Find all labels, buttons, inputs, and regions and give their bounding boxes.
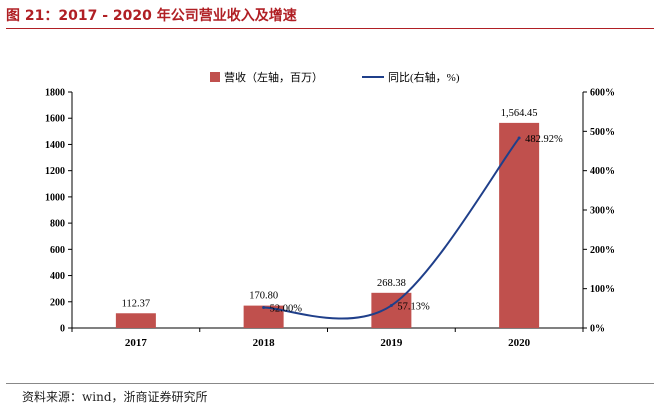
revenue-bar-label: 1,564.45 [501, 108, 538, 119]
left-tick-label: 1000 [45, 192, 65, 203]
growth-point [389, 304, 393, 308]
left-tick-label: 200 [50, 297, 65, 308]
growth-point-label: 52.00% [270, 304, 303, 315]
legend-label-growth: 同比(右轴，%) [388, 70, 460, 84]
growth-point [517, 136, 521, 140]
right-tick-label: 200% [590, 245, 615, 256]
left-tick-label: 1600 [45, 114, 65, 125]
growth-line-layer [262, 136, 521, 320]
left-tick-label: 1400 [45, 140, 65, 151]
x-tick-label: 2017 [125, 337, 148, 349]
figure-title: 图 21：2017 - 2020 年公司营业收入及增速 [6, 8, 297, 24]
growth-point-label: 482.92% [525, 134, 563, 145]
legend: 营收（左轴，百万） 同比(右轴，%) [210, 70, 460, 84]
revenue-bar [243, 305, 284, 328]
x-tick-label: 2019 [380, 337, 403, 349]
legend-swatch-revenue [210, 72, 220, 82]
right-tick-label: 0% [590, 324, 605, 335]
left-tick-label: 1200 [45, 166, 65, 177]
revenue-bar-label: 170.80 [249, 291, 278, 302]
left-tick-label: 400 [50, 271, 65, 282]
left-tick-label: 800 [50, 219, 65, 230]
growth-point [262, 306, 266, 310]
axes-layer: 0 200 400 600 800 1000 1200 1400 1600 1800 0% 100% 2… [45, 88, 615, 350]
revenue-bar [499, 122, 540, 328]
right-tick-label: 300% [590, 206, 615, 217]
growth-line [263, 137, 520, 320]
revenue-bar [371, 292, 412, 328]
left-tick-label: 600 [50, 245, 65, 256]
revenue-bar-label: 268.38 [377, 278, 406, 289]
right-tick-label: 400% [590, 166, 615, 177]
bars-layer [115, 122, 540, 328]
growth-point-label: 57.13% [397, 302, 430, 313]
x-tick-label: 2020 [508, 337, 531, 349]
revenue-bar-label: 112.37 [122, 298, 151, 309]
revenue-growth-chart: 0 200 400 600 800 1000 1200 1400 1600 1800 0% 100% 2… [45, 70, 615, 350]
right-tick-label: 600% [590, 88, 615, 99]
left-tick-label: 1800 [45, 88, 65, 99]
source-note: 资料来源：wind，浙商证券研究所 [22, 390, 208, 404]
left-tick-label: 0 [60, 324, 65, 335]
source-divider [6, 383, 654, 384]
right-tick-label: 500% [590, 127, 615, 138]
right-tick-label: 100% [590, 284, 615, 295]
data-labels-layer: 112.37 170.80 268.38 1,564.45 52.00% 57.13% 48… [122, 108, 563, 315]
title-divider [6, 28, 654, 29]
legend-label-revenue: 营收（左轴，百万） [224, 70, 323, 84]
revenue-bar [115, 313, 156, 328]
x-tick-label: 2018 [253, 337, 276, 349]
